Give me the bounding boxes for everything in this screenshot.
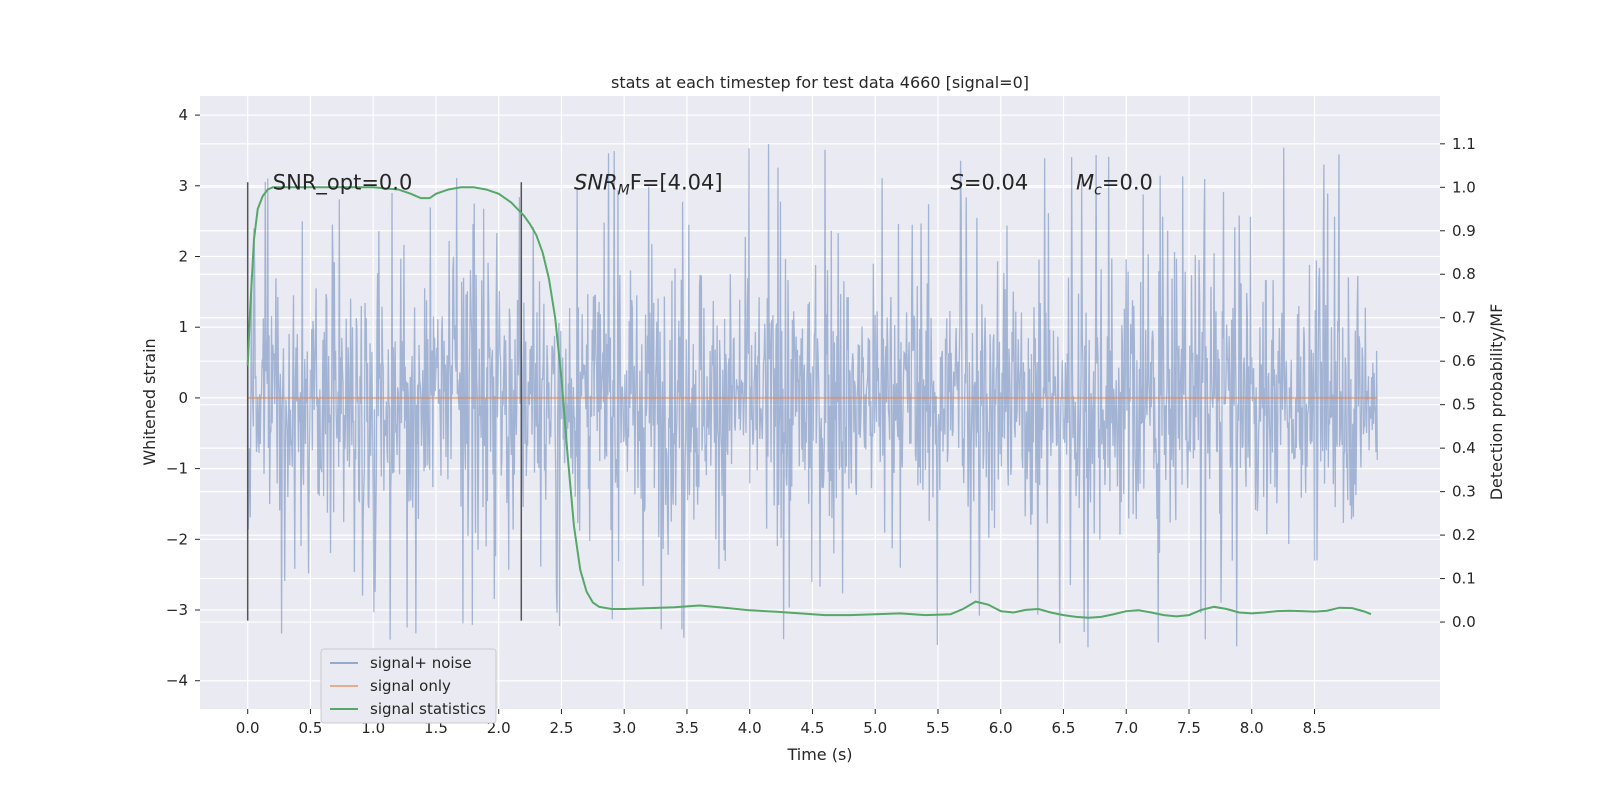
signal-noise-trace	[247, 143, 1378, 648]
y2-tick-label: 1.0	[1452, 178, 1476, 196]
y-axis-label: Whitened strain	[140, 338, 159, 465]
annotation-value: F=[4.04]	[630, 170, 723, 194]
y2-tick-label: 0.7	[1452, 309, 1476, 327]
y2-tick-label: 0.6	[1452, 352, 1476, 370]
y2-tick-label: 0.5	[1452, 396, 1476, 414]
signal-statistics-line	[246, 186, 1372, 619]
y2-tick-label: 0.8	[1452, 265, 1476, 283]
x-tick-label: 0.0	[236, 719, 260, 737]
annotation-subscript: M	[618, 182, 630, 198]
x-tick-label: 5.5	[926, 719, 950, 737]
annotation: SNRMF=[4.04]	[574, 170, 723, 198]
y-tick-label: 2	[178, 247, 188, 265]
legend-label-stat: signal statistics	[370, 700, 486, 718]
y-tick-label: −1	[166, 460, 188, 478]
y-tick-label: 1	[178, 318, 188, 336]
y2-tick-label: 0.1	[1452, 570, 1476, 588]
chart-title: stats at each timestep for test data 466…	[611, 73, 1029, 92]
annotation-value: =0.04	[964, 170, 1028, 194]
x-tick-label: 7.5	[1177, 719, 1201, 737]
noise-trace-path	[247, 143, 1378, 648]
x-axis-ticks: 0.0 0.5 1.0 1.5 2.0 2.5 3.0 3.5 4.0 4.5 5.0 5.5 6.0 6…	[236, 709, 1327, 737]
annotation-value: =0.0	[1102, 170, 1153, 194]
signal-statistics-path	[246, 186, 1372, 619]
y-tick-label: −4	[166, 672, 188, 690]
y2-tick-label: 0.3	[1452, 483, 1476, 501]
y2-tick-label: 0.2	[1452, 526, 1476, 544]
legend-label-signal: signal only	[370, 677, 451, 695]
x-tick-label: 8.0	[1240, 719, 1264, 737]
y2-axis-ticks: 0.0 0.1 0.2 0.3 0.4 0.5 0.6 0.7 0.8 0.9 1.0 1.1	[1440, 135, 1476, 631]
x-tick-label: 4.5	[801, 719, 825, 737]
annotations: SNR_opt=0.0 SNRMF=[4.04] S=0.04 Mc=0.0	[273, 170, 1153, 198]
y-axis-ticks: −4 −3 −2 −1 0 1 2 3 4	[166, 106, 200, 690]
annotation: S=0.04	[951, 170, 1029, 194]
annotation-symbol: M	[1076, 170, 1094, 194]
legend-label-noise: signal+ noise	[370, 654, 472, 672]
x-tick-label: 7.0	[1114, 719, 1138, 737]
x-tick-label: 3.0	[612, 719, 636, 737]
legend-box	[320, 648, 497, 724]
y-tick-label: −2	[166, 530, 188, 548]
plot-area	[200, 96, 1440, 709]
annotation-subscript: c	[1094, 182, 1102, 198]
vertical-markers	[246, 182, 523, 621]
x-tick-label: 2.5	[550, 719, 574, 737]
annotation-symbol: S	[951, 170, 964, 194]
y2-tick-label: 1.1	[1452, 135, 1476, 153]
x-tick-label: 6.0	[989, 719, 1013, 737]
y-tick-label: 0	[178, 389, 188, 407]
x-tick-label: 5.0	[863, 719, 887, 737]
y2-axis-label: Detection probability/MF	[1487, 304, 1506, 501]
annotation-symbol: SNR	[574, 170, 618, 194]
y-tick-label: 3	[178, 177, 188, 195]
legend: signal+ noise signal only signal statist…	[320, 648, 497, 724]
x-tick-label: 3.5	[675, 719, 699, 737]
x-tick-label: 0.5	[299, 719, 323, 737]
y2-tick-label: 0.0	[1452, 613, 1476, 631]
y-tick-label: 4	[178, 106, 188, 124]
x-tick-label: 4.0	[738, 719, 762, 737]
x-axis-label: Time (s)	[786, 745, 852, 764]
y-tick-label: −3	[166, 601, 188, 619]
annotation: Mc=0.0	[1076, 170, 1153, 198]
y2-tick-label: 0.9	[1452, 222, 1476, 240]
annotation: SNR_opt=0.0	[273, 170, 413, 195]
y2-tick-label: 0.4	[1452, 439, 1476, 457]
x-tick-label: 8.5	[1303, 719, 1327, 737]
x-tick-label: 6.5	[1052, 719, 1076, 737]
